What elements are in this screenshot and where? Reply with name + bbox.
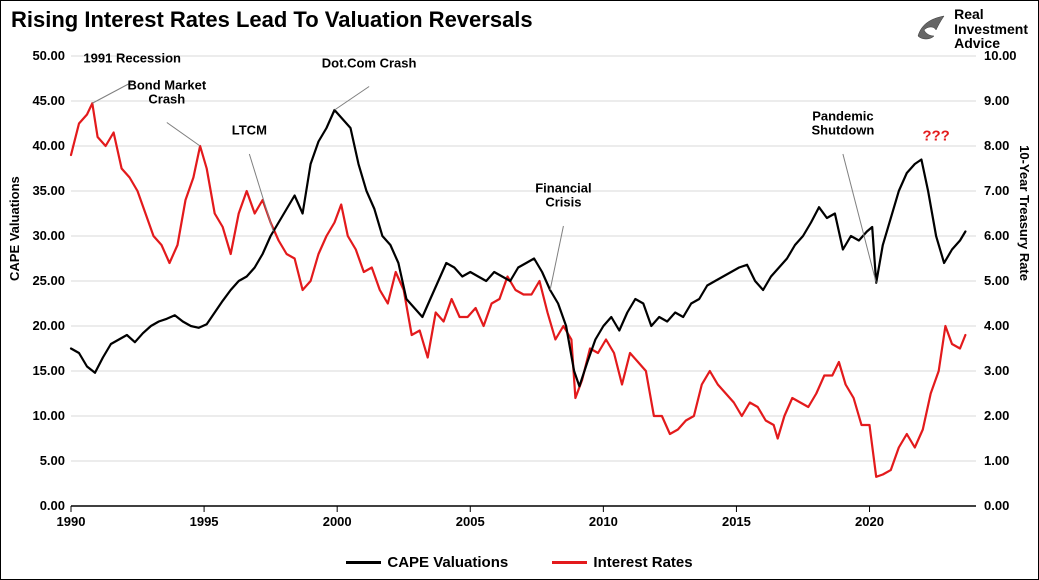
legend-swatch-rates (552, 561, 587, 564)
y-right-tick: 0.00 (984, 498, 1024, 513)
annotation-label: Dot.Com Crash (322, 56, 417, 70)
brand-logo: Real Investment Advice (914, 7, 1028, 51)
annotation-label: 1991 Recession (83, 52, 181, 66)
legend-label-rates: Interest Rates (593, 554, 692, 571)
y-left-tick: 20.00 (25, 318, 65, 333)
y-left-tick: 40.00 (25, 138, 65, 153)
chart-title: Rising Interest Rates Lead To Valuation … (11, 7, 533, 33)
y-left-tick: 10.00 (25, 408, 65, 423)
y-right-tick: 1.00 (984, 453, 1024, 468)
x-tick: 2000 (323, 514, 352, 529)
annotation-label: PandemicShutdown (811, 109, 874, 138)
y-right-tick: 2.00 (984, 408, 1024, 423)
y-left-tick: 50.00 (25, 48, 65, 63)
annotation-label: LTCM (232, 124, 267, 138)
y-right-tick: 6.00 (984, 228, 1024, 243)
y-right-tick: 10.00 (984, 48, 1024, 63)
chart-container: Rising Interest Rates Lead To Valuation … (0, 0, 1039, 580)
y-right-tick: 5.00 (984, 273, 1024, 288)
legend-label-cape: CAPE Valuations (387, 554, 508, 571)
legend-swatch-cape (346, 561, 381, 564)
question-marks: ??? (922, 128, 950, 145)
brand-text: Real Investment Advice (954, 7, 1028, 51)
x-tick: 2020 (855, 514, 884, 529)
legend-item-cape: CAPE Valuations (346, 554, 508, 571)
y-left-tick: 25.00 (25, 273, 65, 288)
y-right-tick: 8.00 (984, 138, 1024, 153)
annotation-label: Bond MarketCrash (127, 78, 206, 107)
x-tick: 2005 (456, 514, 485, 529)
annotation-label: FinancialCrisis (535, 181, 591, 210)
legend-item-rates: Interest Rates (552, 554, 692, 571)
y-right-axis-label: 10-Year Treasury Rate (1017, 145, 1032, 281)
eagle-icon (914, 12, 948, 46)
y-left-tick: 0.00 (25, 498, 65, 513)
y-left-tick: 5.00 (25, 453, 65, 468)
x-tick: 1990 (57, 514, 86, 529)
y-right-tick: 3.00 (984, 363, 1024, 378)
y-right-tick: 7.00 (984, 183, 1024, 198)
y-right-tick: 4.00 (984, 318, 1024, 333)
y-left-tick: 45.00 (25, 93, 65, 108)
x-tick: 2015 (722, 514, 751, 529)
x-tick: 2010 (589, 514, 618, 529)
y-left-axis-label: CAPE Valuations (7, 176, 22, 281)
x-tick: 1995 (190, 514, 219, 529)
y-left-tick: 35.00 (25, 183, 65, 198)
legend: CAPE Valuations Interest Rates (1, 551, 1038, 571)
y-left-tick: 30.00 (25, 228, 65, 243)
y-right-tick: 9.00 (984, 93, 1024, 108)
y-left-tick: 15.00 (25, 363, 65, 378)
